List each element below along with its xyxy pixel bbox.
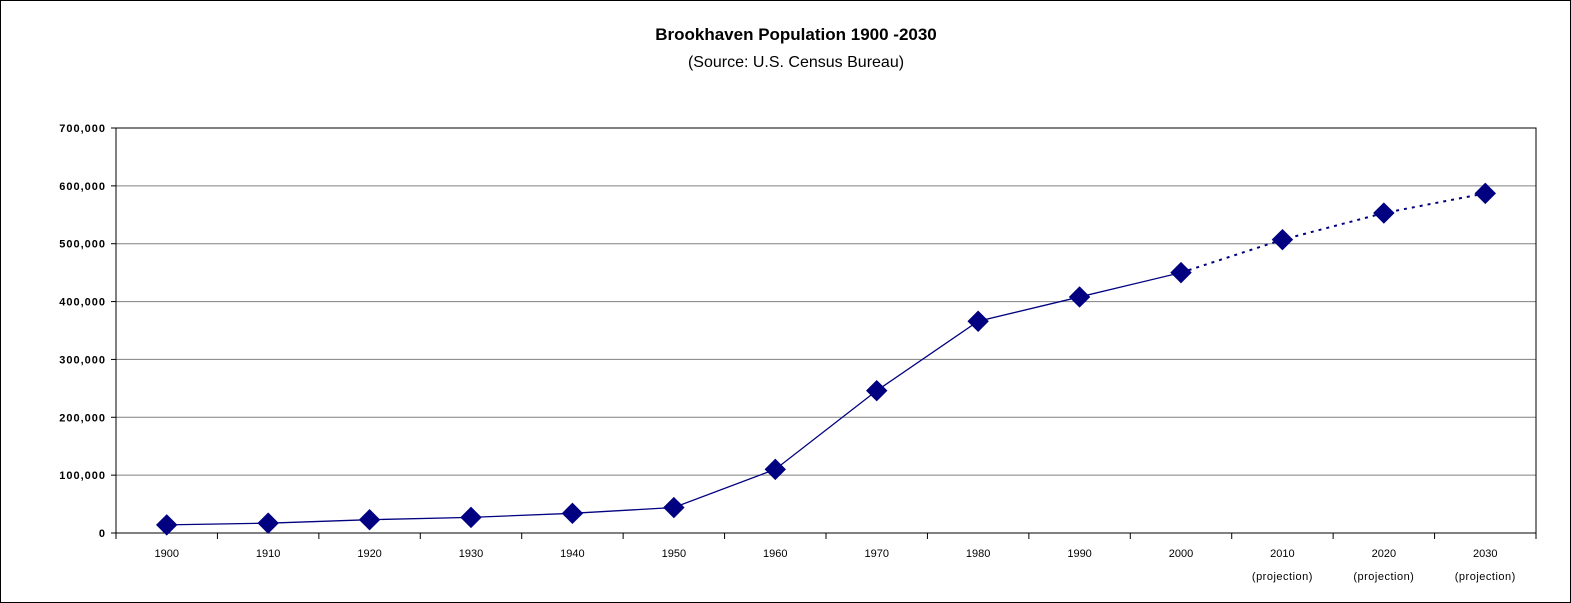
y-tick-label-6: 600,000 xyxy=(59,181,106,193)
x-tick-label-1910: 1910 xyxy=(256,548,280,560)
data-point-1990 xyxy=(1068,286,1091,308)
y-tick-label-5: 500,000 xyxy=(59,239,106,251)
y-tick-label-3: 300,000 xyxy=(59,354,106,366)
chart-title: Brookhaven Population 1900 -2030 xyxy=(655,25,937,44)
x-tick-label-2030: 2030 xyxy=(1473,548,1497,560)
axes xyxy=(111,127,1537,539)
x-tick-label-1980: 1980 xyxy=(966,548,990,560)
data-point-1920 xyxy=(358,508,381,531)
y-tick-label-1: 100,000 xyxy=(59,470,106,482)
x-tick-label-1970: 1970 xyxy=(864,548,888,560)
tick-labels: 0 100,000 200,000 300,000 400,000 500,000 600,… xyxy=(59,123,1516,583)
x-tick-label-1990: 1990 xyxy=(1067,548,1091,560)
data-point-2010 xyxy=(1271,228,1294,251)
x-tick-note-2020: (projection) xyxy=(1353,571,1414,583)
data-point-2000 xyxy=(1170,261,1192,284)
x-tick-label-1950: 1950 xyxy=(662,548,686,560)
x-tick-label-1900: 1900 xyxy=(154,548,178,560)
data-point-1930 xyxy=(460,506,482,529)
series-population xyxy=(156,182,1496,536)
x-tick-label-1960: 1960 xyxy=(763,548,787,560)
data-point-2020 xyxy=(1373,202,1395,224)
y-tick-label-2: 200,000 xyxy=(59,412,106,424)
x-tick-label-2020: 2020 xyxy=(1372,548,1396,560)
x-tick-note-2030: (projection) xyxy=(1455,571,1516,583)
x-tick-label-1920: 1920 xyxy=(357,548,381,560)
chart-subtitle: (Source: U.S. Census Bureau) xyxy=(688,54,904,71)
data-point-1980 xyxy=(967,310,989,332)
gridlines xyxy=(116,185,1536,476)
data-point-1900 xyxy=(156,514,178,536)
y-tick-label-4: 400,000 xyxy=(59,297,106,309)
x-tick-label-1940: 1940 xyxy=(560,548,584,560)
data-point-2030 xyxy=(1474,182,1496,205)
x-tick-label-1930: 1930 xyxy=(459,548,483,560)
x-tick-note-2010: (projection) xyxy=(1252,571,1313,583)
x-tick-label-2000: 2000 xyxy=(1169,548,1193,560)
data-point-1970 xyxy=(866,379,888,402)
y-tick-label-7: 700,000 xyxy=(59,123,106,135)
data-point-1910 xyxy=(257,512,279,534)
data-point-1960 xyxy=(764,458,786,481)
x-tick-label-2010: 2010 xyxy=(1270,548,1294,560)
y-tick-label-0: 0 xyxy=(99,528,106,540)
data-point-1940 xyxy=(561,502,584,525)
data-point-1950 xyxy=(663,496,685,519)
